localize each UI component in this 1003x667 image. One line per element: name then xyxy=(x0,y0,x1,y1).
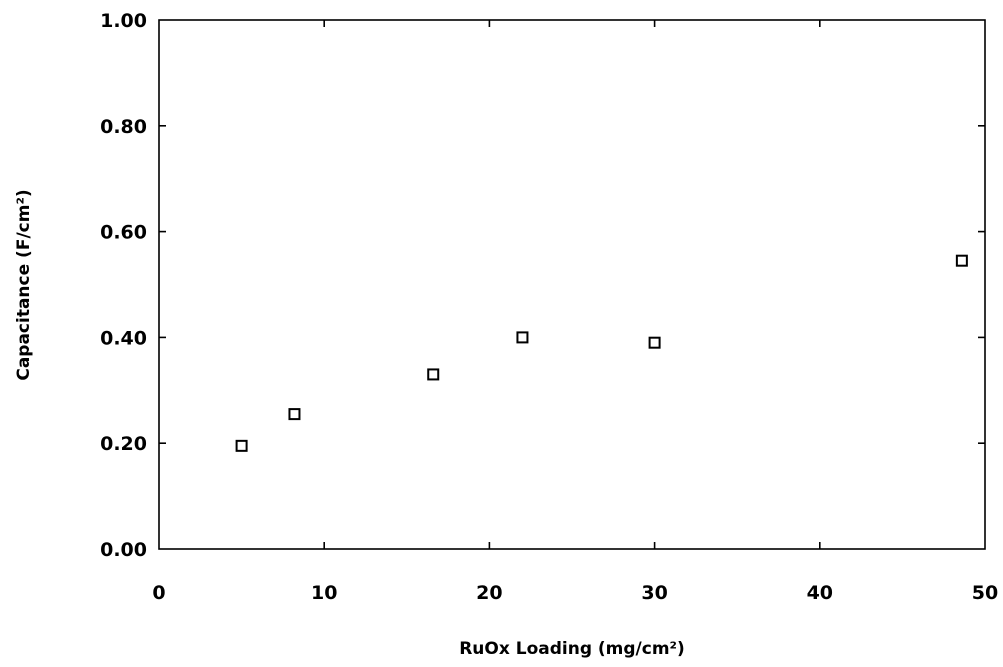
y-tick-label: 0.60 xyxy=(100,222,147,244)
axis-ticks xyxy=(159,20,985,549)
x-tick-labels: 0 10 20 30 40 50 xyxy=(152,582,998,604)
data-point xyxy=(288,408,301,421)
data-point xyxy=(235,439,248,452)
y-tick-labels: 0.00 0.20 0.40 0.60 0.80 1.00 xyxy=(100,10,147,561)
y-tick-label: 0.20 xyxy=(100,433,147,455)
x-tick-label: 0 xyxy=(152,582,165,604)
x-tick-label: 10 xyxy=(311,582,337,604)
y-tick-label: 0.80 xyxy=(100,116,147,138)
x-tick-label: 30 xyxy=(641,582,667,604)
data-point xyxy=(427,368,440,381)
x-tick-label: 40 xyxy=(807,582,833,604)
data-points xyxy=(235,254,968,452)
y-tick-label: 1.00 xyxy=(100,10,147,32)
data-point xyxy=(955,254,968,267)
x-tick-label: 50 xyxy=(972,582,998,604)
plot-frame xyxy=(158,19,986,550)
y-tick-label: 0.00 xyxy=(100,539,147,561)
data-point xyxy=(516,331,529,344)
data-point xyxy=(648,336,661,349)
x-tick-label: 20 xyxy=(476,582,502,604)
x-axis-title: RuOx Loading (mg/cm²) xyxy=(459,639,685,659)
y-tick-label: 0.40 xyxy=(100,327,147,349)
y-axis-title: Capacitance (F/cm²) xyxy=(14,189,34,380)
